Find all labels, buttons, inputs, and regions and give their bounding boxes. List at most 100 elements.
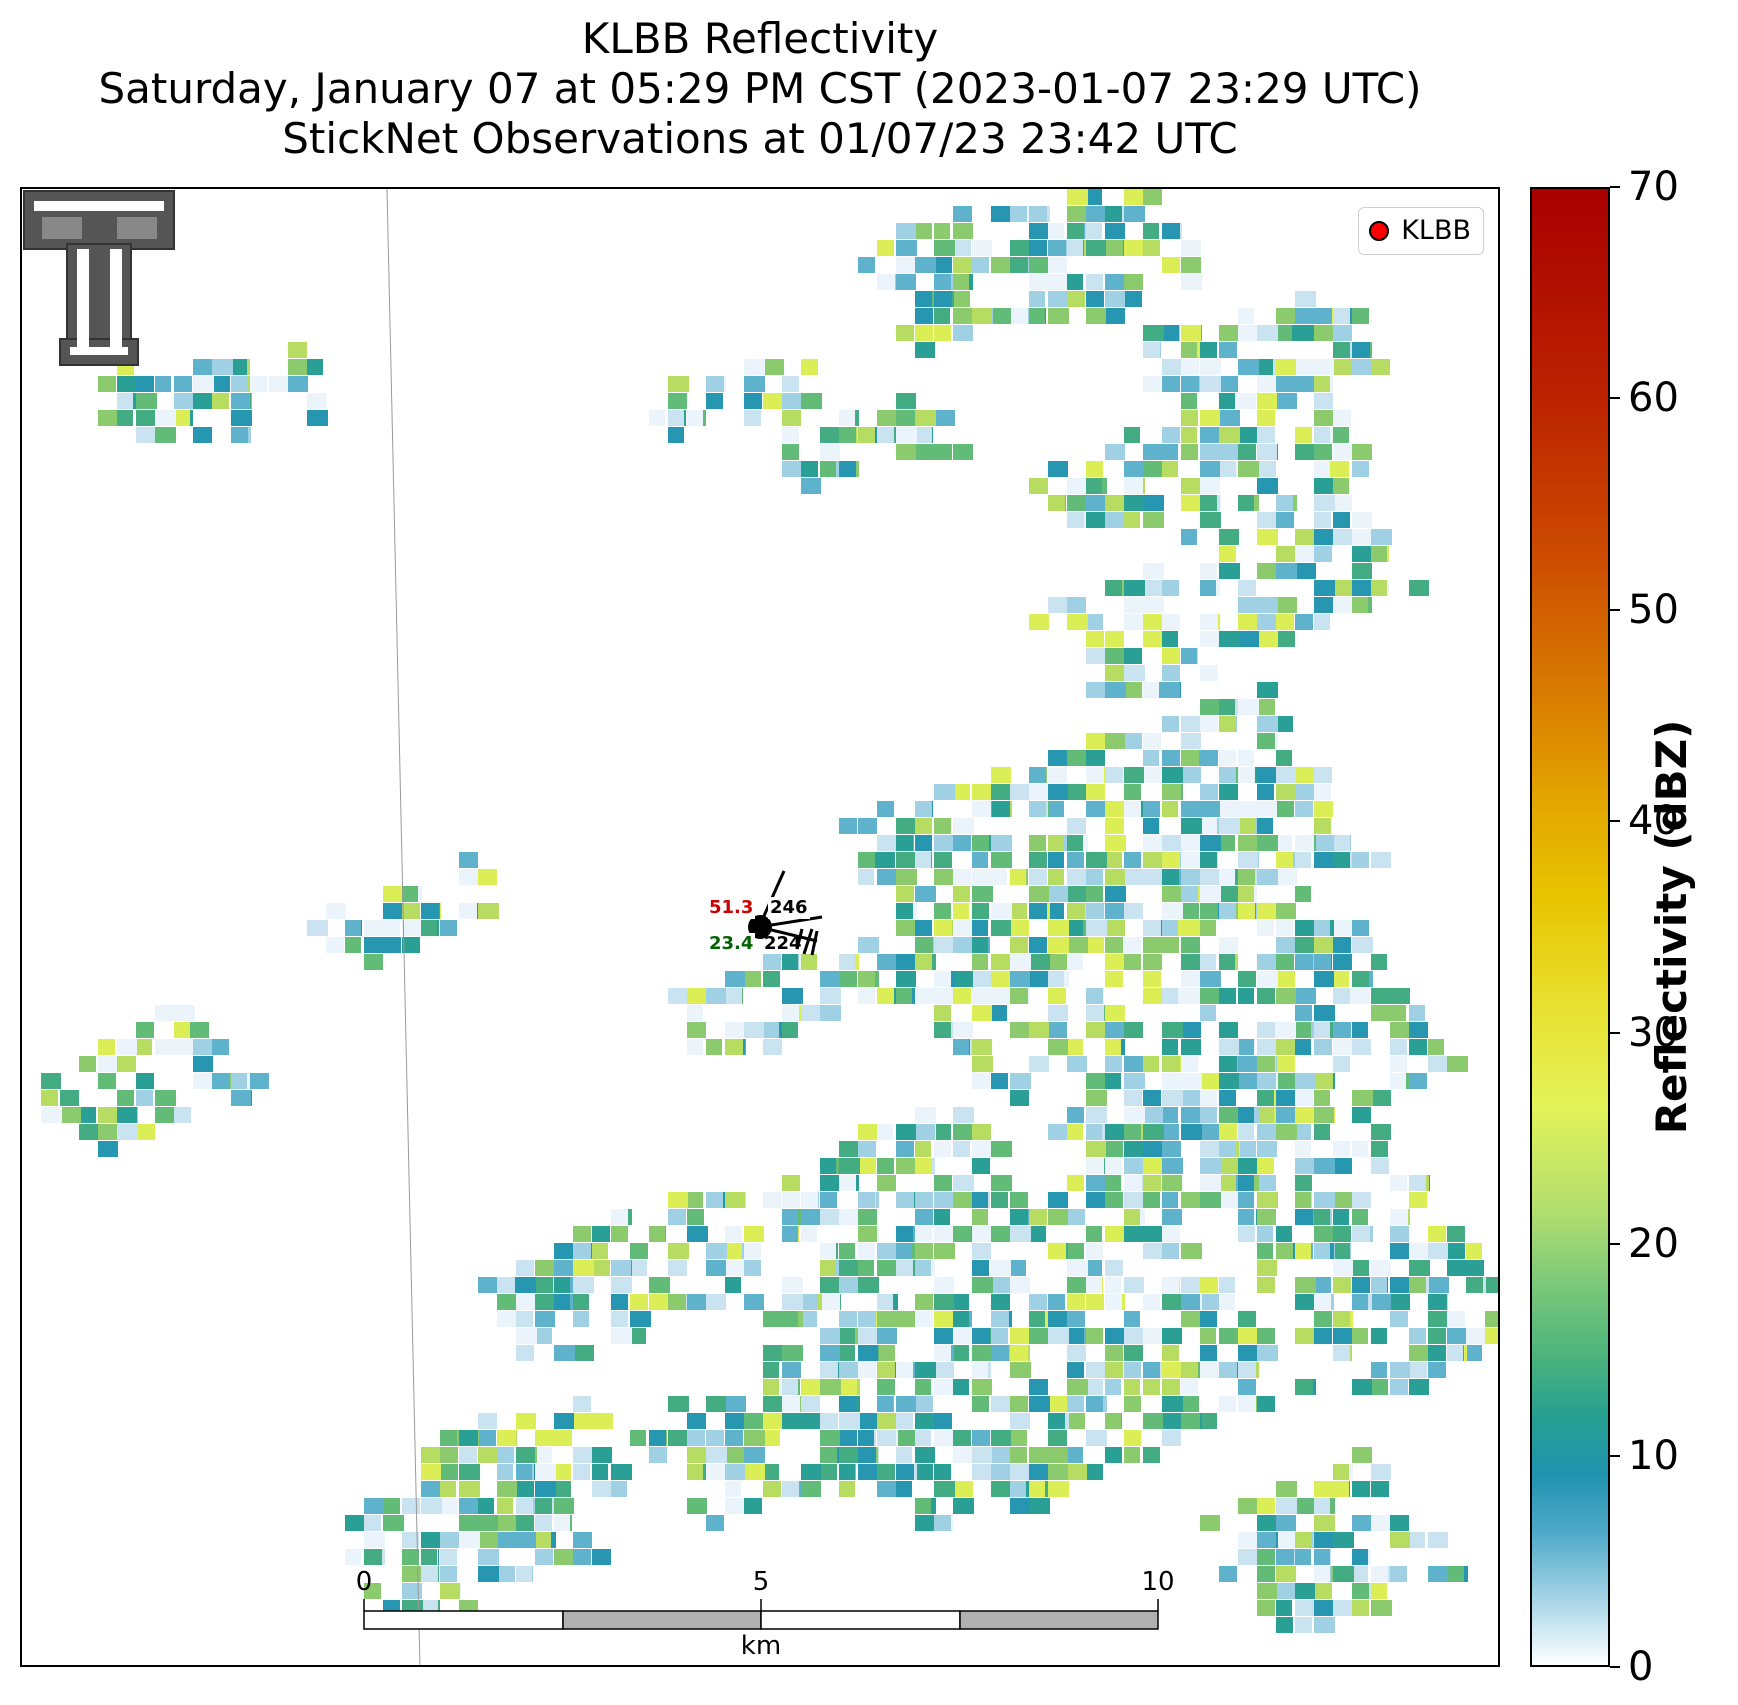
colorbar-tick-label: 70	[1628, 164, 1679, 210]
reflectivity-cell	[877, 1311, 898, 1327]
reflectivity-cell	[497, 1430, 516, 1446]
reflectivity-cell	[1314, 1328, 1332, 1344]
reflectivity-cell	[1333, 359, 1352, 375]
reflectivity-cell	[934, 308, 950, 324]
radar-map[interactable]: KLBB 51.3 23.4 246 224 0 5 10 km	[20, 187, 1500, 1667]
reflectivity-cell	[972, 835, 989, 851]
reflectivity-cell	[1200, 903, 1218, 919]
reflectivity-cell	[1257, 427, 1275, 443]
reflectivity-cell	[1086, 767, 1104, 783]
reflectivity-cell	[516, 1464, 532, 1480]
reflectivity-cell	[915, 1107, 936, 1123]
reflectivity-cell	[1162, 580, 1179, 596]
reflectivity-cell	[1314, 444, 1332, 460]
reflectivity-cell	[174, 410, 190, 426]
reflectivity-cell	[1314, 461, 1330, 477]
reflectivity-cell	[1181, 1073, 1202, 1089]
reflectivity-cell	[383, 886, 403, 902]
reflectivity-cell	[1181, 750, 1199, 766]
reflectivity-cell	[1352, 920, 1369, 936]
reflectivity-cell	[1143, 1362, 1160, 1378]
reflectivity-cell	[1447, 1243, 1465, 1259]
reflectivity-cell	[1219, 342, 1237, 358]
reflectivity-cell	[953, 1192, 974, 1208]
colorbar-tick-mark	[1610, 608, 1620, 611]
reflectivity-cell	[953, 325, 973, 341]
reflectivity-cell	[1295, 1175, 1312, 1191]
reflectivity-cell	[269, 376, 288, 392]
reflectivity-cell	[1352, 1515, 1371, 1531]
reflectivity-cell	[1295, 937, 1315, 953]
reflectivity-cell	[858, 257, 875, 273]
reflectivity-cell	[953, 1022, 973, 1038]
reflectivity-cell	[1048, 784, 1068, 800]
reflectivity-cell	[1409, 1192, 1427, 1208]
reflectivity-cell	[611, 1260, 631, 1276]
reflectivity-cell	[364, 1532, 385, 1548]
reflectivity-cell	[1010, 1447, 1027, 1463]
reflectivity-cell	[1333, 954, 1352, 970]
reflectivity-cell	[1181, 393, 1197, 409]
reflectivity-cell	[1029, 223, 1048, 239]
reflectivity-cell	[1124, 1141, 1144, 1157]
reflectivity-cell	[972, 988, 991, 1004]
reflectivity-cell	[1219, 988, 1236, 1004]
reflectivity-cell	[1238, 1362, 1256, 1378]
reflectivity-cell	[1162, 750, 1180, 766]
reflectivity-cell	[1162, 359, 1183, 375]
reflectivity-cell	[763, 1345, 782, 1361]
reflectivity-cell	[1200, 716, 1218, 732]
reflectivity-cell	[706, 1396, 726, 1412]
reflectivity-cell	[1105, 274, 1125, 290]
reflectivity-cell	[687, 1022, 706, 1038]
reflectivity-cell	[1409, 1345, 1428, 1361]
reflectivity-cell	[1314, 546, 1332, 562]
reflectivity-cell	[839, 971, 857, 987]
reflectivity-cell	[1086, 1243, 1103, 1259]
reflectivity-cell	[896, 1158, 916, 1174]
reflectivity-cell	[1143, 1226, 1162, 1242]
reflectivity-cell	[1200, 835, 1221, 851]
reflectivity-cell	[1010, 920, 1029, 936]
reflectivity-cell	[1143, 971, 1161, 987]
reflectivity-cell	[155, 1005, 174, 1021]
reflectivity-cell	[991, 1464, 1010, 1480]
reflectivity-cell	[611, 1294, 628, 1310]
reflectivity-cell	[972, 1243, 991, 1259]
reflectivity-cell	[1086, 1277, 1102, 1293]
reflectivity-cell	[1352, 1328, 1368, 1344]
reflectivity-cell	[1314, 1566, 1330, 1582]
reflectivity-cell	[1086, 1090, 1107, 1106]
reflectivity-cell	[1048, 1396, 1067, 1412]
reflectivity-cell	[136, 1073, 153, 1089]
reflectivity-cell	[1371, 359, 1390, 375]
reflectivity-cell	[649, 1226, 665, 1242]
reflectivity-cell	[1390, 1566, 1407, 1582]
reflectivity-cell	[1029, 1209, 1047, 1225]
reflectivity-cell	[915, 1311, 933, 1327]
reflectivity-cell	[250, 1073, 269, 1089]
reflectivity-cell	[1352, 308, 1369, 324]
reflectivity-cell	[801, 393, 822, 409]
reflectivity-cell	[1219, 1124, 1237, 1140]
reflectivity-cell	[915, 818, 932, 834]
reflectivity-cell	[1333, 1532, 1354, 1548]
reflectivity-cell	[1048, 954, 1069, 970]
reflectivity-cell	[1105, 1175, 1121, 1191]
reflectivity-cell	[1314, 920, 1330, 936]
reflectivity-cell	[953, 1481, 973, 1497]
reflectivity-cell	[1352, 1226, 1370, 1242]
reflectivity-cell	[1333, 835, 1350, 851]
reflectivity-cell	[972, 1192, 988, 1208]
reflectivity-cell	[1086, 682, 1107, 698]
reflectivity-cell	[212, 376, 230, 392]
reflectivity-cell	[1086, 648, 1107, 664]
reflectivity-cell	[1048, 1311, 1067, 1327]
reflectivity-cell	[915, 1396, 933, 1412]
reflectivity-cell	[1048, 1481, 1069, 1497]
reflectivity-cell	[1314, 818, 1331, 834]
reflectivity-cell	[497, 1498, 513, 1514]
reflectivity-cell	[1333, 1311, 1350, 1327]
reflectivity-cell	[1390, 1294, 1410, 1310]
reflectivity-cell	[763, 1039, 782, 1055]
